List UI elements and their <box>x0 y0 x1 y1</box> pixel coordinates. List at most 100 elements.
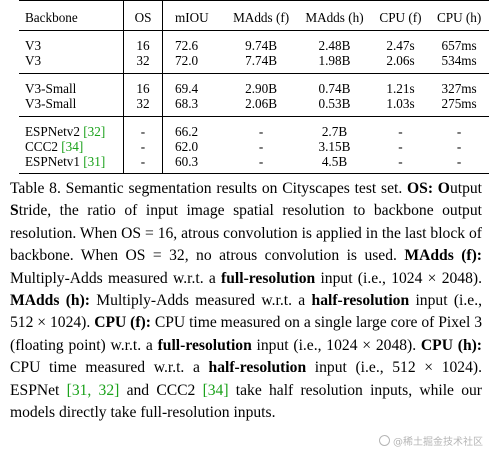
cell-backbone: CCC2 [34] <box>19 139 124 154</box>
cell-madds-h: 1.98B <box>318 53 351 68</box>
cell-madds-h: 4.5B <box>297 154 372 174</box>
cell-madds-f: 9.74B <box>245 38 278 53</box>
caption-term: MAdds (f): <box>404 247 482 265</box>
cell-miou: 60.3 <box>162 154 225 174</box>
cell-cpu-f: - <box>398 139 403 154</box>
cell-cpu-h: 657ms <box>441 38 477 53</box>
caption-term: full-resolution <box>221 269 316 287</box>
col-header-backbone: Backbone <box>19 0 124 31</box>
cell-os: - <box>123 139 163 154</box>
cell-cpu-f: 1.21s <box>371 73 430 96</box>
cell-madds-f: - <box>225 154 298 174</box>
caption-text: CPU time measured w.r.t. a <box>10 359 209 377</box>
cell-madds-f: 2.90B <box>225 73 298 96</box>
caption-text: take half resolution inputs, while our m… <box>10 381 482 422</box>
caption-text: input (i.e., 1024 × 2048). <box>251 336 421 354</box>
cell-cpu-h: - <box>429 154 489 174</box>
cell-madds-h: 0.53B <box>318 96 351 111</box>
cell-backbone: V3-Small <box>19 73 124 96</box>
cell-madds-h: 0.74B <box>297 73 372 96</box>
cell-miou: 69.4 <box>162 73 225 96</box>
caption-term: CPU (f): <box>94 314 151 332</box>
cell-madds-f: 7.74B <box>245 53 278 68</box>
caption-text: input (i.e., 512 × 1024). ESPNet <box>10 359 482 399</box>
citation-link[interactable]: [31] <box>83 154 106 169</box>
caption-text: CPU time measured on a single large core… <box>10 314 482 354</box>
col-header-cpu-h: CPU (h) <box>429 0 489 31</box>
cell-madds-f: - <box>225 116 298 139</box>
caption-text: input (i.e., 512 × 1024). <box>10 292 482 332</box>
cell-cpu-f: 2.06s <box>386 53 415 68</box>
citation-link[interactable]: [34] <box>202 381 229 399</box>
citation-link[interactable]: [32] <box>83 124 106 139</box>
caption-term: S <box>10 202 19 220</box>
cell-miou: 68.3 <box>175 96 199 111</box>
cell-os: - <box>123 154 163 174</box>
cell-madds-f: - <box>258 139 264 154</box>
table-row: V3-Small 16 69.4 2.90B 0.74B 1.21s 327ms <box>19 73 489 96</box>
table-caption: Table 8. Semantic segmentation results o… <box>10 178 482 424</box>
table-group-v3: V3 16 72.6 9.74B 2.48B 2.47s 657ms V3 32… <box>19 30 489 74</box>
citation-link[interactable]: [31, 32] <box>66 381 120 399</box>
backbone-name: ESPNetv1 <box>25 154 80 169</box>
cell-os: 16 <box>123 73 163 96</box>
watermark: @稀土掘金技术社区 <box>379 433 483 448</box>
cell-cpu-h: - <box>429 116 489 139</box>
col-header-miou: mIOU <box>162 0 225 31</box>
results-table: Backbone OS mIOU MAdds (f) MAdds (h) CPU… <box>19 0 489 174</box>
cell-miou: 62.0 <box>175 139 199 154</box>
caption-text: tride, the ratio of input image spatial … <box>10 202 482 265</box>
cell-madds-h: 2.48B <box>318 38 351 53</box>
col-header-os: OS <box>123 0 163 31</box>
col-header-madds-f: MAdds (f) <box>225 0 298 31</box>
caption-text: Table 8. Semantic segmentation results o… <box>10 180 408 197</box>
cell-backbone: V3-Small <box>25 96 77 111</box>
cell-miou: 66.2 <box>162 116 225 139</box>
cell-backbone: V3 <box>25 53 42 68</box>
cell-backbone: V3 <box>25 38 42 53</box>
caption-text: Multiply-Adds measured w.r.t. a <box>10 269 222 287</box>
cell-miou: 72.0 <box>175 53 199 68</box>
caption-term: O <box>437 180 450 197</box>
cell-cpu-h: 327ms <box>429 73 489 96</box>
col-header-cpu-f: CPU (f) <box>371 0 430 31</box>
table-row: ESPNetv1 [31] - 60.3 - 4.5B - - <box>19 154 489 174</box>
cell-cpu-f: - <box>371 154 430 174</box>
caption-term: MAdds (h): <box>10 292 90 310</box>
cell-cpu-h: 275ms <box>441 96 477 111</box>
cell-madds-h: 3.15B <box>318 139 351 154</box>
cell-os: 32 <box>123 96 163 117</box>
caption-term: half-resolution <box>208 359 307 377</box>
table-row: ESPNetv2 [32] - 66.2 - 2.7B - - <box>19 116 489 139</box>
table-row: V3 16 72.6 9.74B 2.48B 2.47s 657ms <box>19 30 489 53</box>
citation-link[interactable]: [34] <box>61 139 84 154</box>
cell-os: 32 <box>123 53 163 74</box>
backbone-name: CCC2 <box>25 139 58 154</box>
caption-term: OS: <box>407 180 434 197</box>
cell-cpu-f: 2.47s <box>386 38 415 53</box>
caption-term: half-resolution <box>311 292 410 310</box>
table-row: CCC2 [34] - 62.0 - 3.15B - - <box>19 139 489 154</box>
watermark-text: @稀土掘金技术社区 <box>393 437 483 448</box>
cell-madds-h: 2.7B <box>297 116 372 139</box>
col-header-madds-h: MAdds (h) <box>297 0 372 31</box>
caption-text: Multiply-Adds measured w.r.t. a <box>89 292 312 310</box>
table-row: V3-Small 32 68.3 2.06B 0.53B 1.03s 275ms <box>19 96 489 117</box>
table-row: V3 32 72.0 7.74B 1.98B 2.06s 534ms <box>19 53 489 74</box>
table-group-v3-small: V3-Small 16 69.4 2.90B 0.74B 1.21s 327ms… <box>19 73 489 117</box>
caption-term: CPU (h): <box>420 336 483 354</box>
cell-madds-f: 2.06B <box>245 96 278 111</box>
cell-miou: 72.6 <box>175 38 199 53</box>
cell-cpu-f: - <box>371 116 430 139</box>
cell-cpu-h: - <box>456 139 462 154</box>
backbone-name: ESPNetv2 <box>25 124 80 139</box>
caption-text: input (i.e., 1024 × 2048). <box>315 269 482 287</box>
caption-term: full-resolution <box>157 336 252 354</box>
cell-cpu-f: 1.03s <box>386 96 415 111</box>
table-header-row: Backbone OS mIOU MAdds (f) MAdds (h) CPU… <box>19 0 489 31</box>
cell-os: 16 <box>123 30 163 53</box>
cell-os: - <box>123 116 163 139</box>
caption-text: and CCC2 <box>119 381 203 399</box>
cell-backbone: ESPNetv2 [32] <box>19 116 124 139</box>
table-group-baselines: ESPNetv2 [32] - 66.2 - 2.7B - - CCC2 [34… <box>19 116 489 174</box>
